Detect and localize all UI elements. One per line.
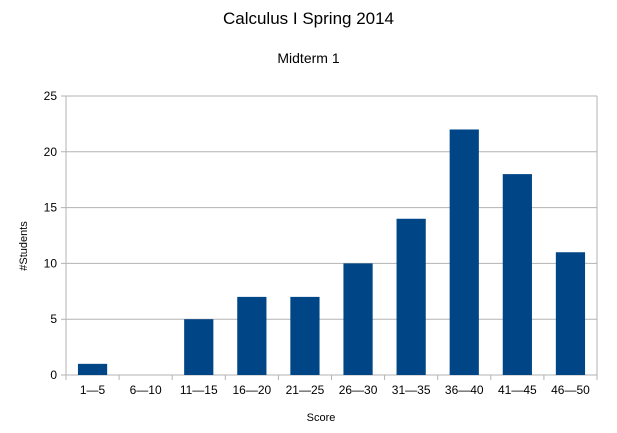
chart-title: Calculus I Spring 2014 [222, 9, 395, 28]
y-tick-label: 15 [44, 201, 58, 215]
bar [396, 218, 426, 375]
bar [290, 296, 320, 375]
x-tick-label: 31—35 [392, 383, 431, 397]
bar [77, 363, 108, 375]
y-tick-label: 20 [44, 145, 58, 159]
bar [237, 296, 267, 375]
y-tick-labels: 0 5 10 15 20 25 [44, 89, 58, 382]
x-tick-label: 21—25 [286, 383, 325, 397]
y-tick-label: 0 [50, 368, 57, 382]
x-tick-label: 41—45 [498, 383, 537, 397]
y-axis-label: #Students [18, 221, 30, 271]
x-tick-label: 26—30 [339, 383, 378, 397]
y-tick-label: 25 [44, 89, 58, 103]
chart-subtitle: Midterm 1 [277, 50, 340, 66]
x-tick-label: 1—5 [80, 383, 106, 397]
x-tick-label: 11—15 [180, 383, 218, 397]
axes [65, 96, 598, 380]
bar [555, 252, 586, 375]
x-axis-label: Score [307, 412, 336, 424]
bar [343, 263, 373, 375]
bar [184, 319, 214, 375]
bars [77, 129, 586, 375]
bar [449, 129, 479, 375]
x-tick-label: 16—20 [232, 383, 271, 397]
y-tick-label: 10 [44, 256, 58, 270]
x-tick-label: 46—50 [551, 383, 590, 397]
y-tick-label: 5 [50, 312, 57, 326]
x-tick-label: 6—10 [130, 383, 162, 397]
x-tick-label: 36—40 [445, 383, 484, 397]
x-tick-labels: 1—5 6—10 11—15 16—20 21—25 26—30 31—35 36—40 41—… [80, 383, 590, 397]
bar [502, 174, 532, 375]
